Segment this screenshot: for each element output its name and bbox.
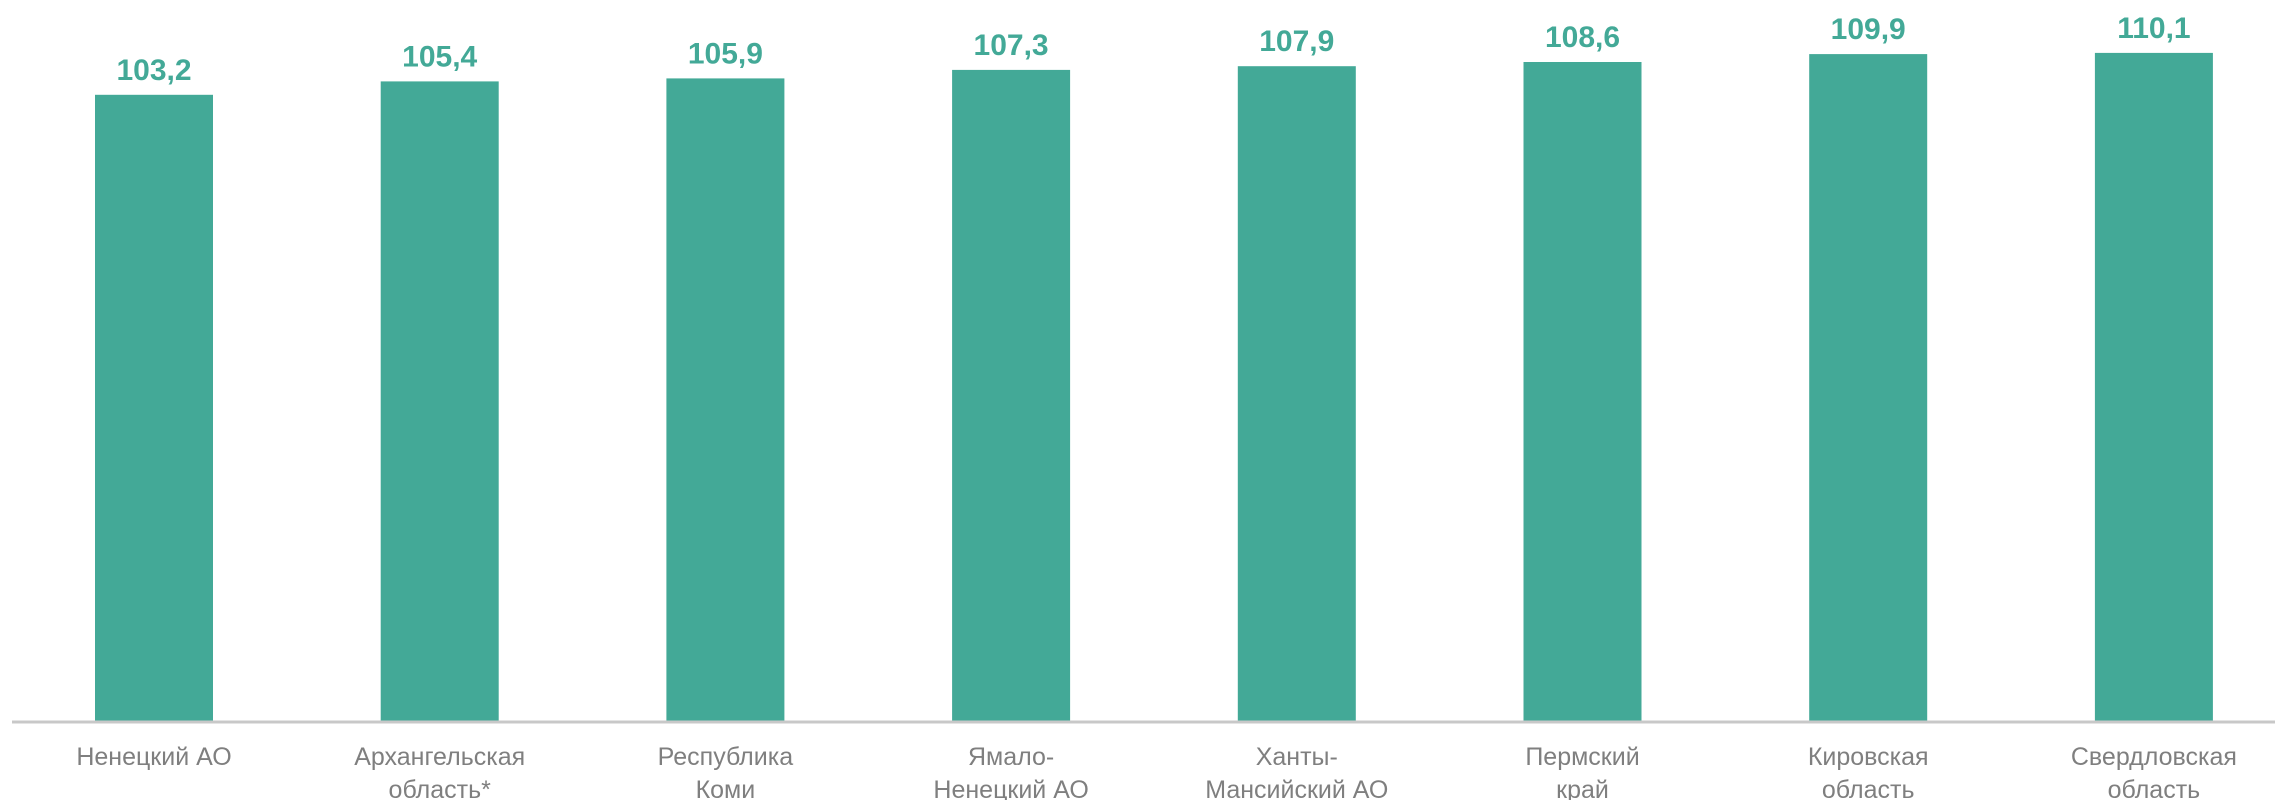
bar-3 [952,69,1071,722]
category-label-4-line-1: Мансийский АО [1205,776,1388,800]
data-label-3: 107,3 [974,29,1049,62]
category-label-6-line-1: область [1822,776,1915,800]
category-label-2-line-0: Республика [658,743,794,771]
category-label-2-line-1: Коми [696,776,756,800]
category-label-6: Кировская область [1808,743,1929,800]
bar-0 [95,94,213,723]
category-label-3: Ямало- Ненецкий АО [933,743,1088,800]
category-label-7-line-0: Свердловская [2071,743,2237,771]
category-label-3-line-1: Ненецкий АО [933,776,1088,800]
data-label-0: 103,2 [116,54,191,87]
category-labels-group: Ненецкий АО Архангельская область* Республи… [76,743,2237,800]
category-label-5: Пермский край [1525,743,1639,800]
category-label-7: Свердловская область [2071,743,2237,800]
data-label-5: 108,6 [1545,21,1620,54]
category-label-2: Республика Коми [658,743,794,800]
bar-1 [380,81,499,722]
category-label-7-line-1: область [2108,776,2201,800]
value-labels-group: 103,2 105,4 105,9 107,3 107,9 108,6 109,9 110,1 [116,12,2190,87]
bar-5 [1523,62,1642,722]
bar-6 [1809,54,1928,723]
data-label-2: 105,9 [688,37,763,70]
category-label-0-line-0: Ненецкий АО [76,743,231,771]
category-label-4-line-0: Ханты- [1256,743,1338,771]
bar-7 [2094,52,2213,722]
category-label-6-line-0: Кировская [1808,743,1929,771]
category-label-5-line-1: край [1556,776,1609,800]
bar-4 [1237,66,1356,722]
category-label-0: Ненецкий АО [76,743,231,771]
category-label-1-line-1: область* [389,776,492,800]
data-label-1: 105,4 [402,40,477,73]
data-label-4: 107,9 [1259,25,1334,58]
category-label-4: Ханты- Мансийский АО [1205,743,1388,800]
category-label-5-line-0: Пермский [1525,743,1639,771]
bars-group [95,52,2213,723]
category-label-1: Архангельская область* [354,743,525,800]
data-label-6: 109,9 [1831,13,1906,46]
category-label-1-line-0: Архангельская [354,743,525,771]
bar-2 [666,78,785,722]
data-label-7: 110,1 [2117,12,2190,45]
category-label-3-line-0: Ямало- [968,743,1054,771]
